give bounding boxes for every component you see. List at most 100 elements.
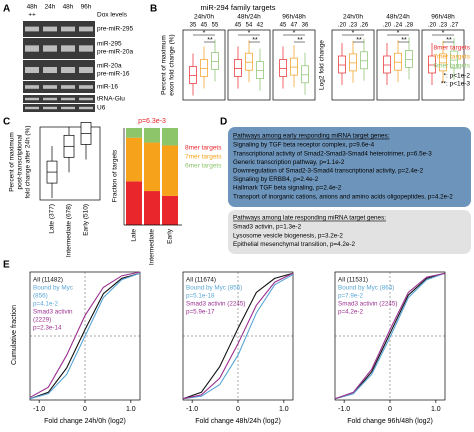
dox-label: Dox levels <box>97 12 128 19</box>
box <box>256 61 264 79</box>
value-label: .20 <box>383 23 392 29</box>
gel-band <box>79 106 93 110</box>
value-label: .23 <box>439 23 448 29</box>
legend-entry: 6mer targets <box>434 63 471 70</box>
x-tick-label: Intermediate <box>149 229 156 266</box>
cdf-line <box>182 272 294 400</box>
star: * <box>248 30 251 37</box>
cdf-line <box>182 274 294 400</box>
plot-frame <box>39 126 101 201</box>
box <box>428 55 436 74</box>
gel-band <box>61 67 75 73</box>
x-tick-label: -1.0 <box>338 406 350 413</box>
gel-band <box>25 106 39 110</box>
gel-band <box>61 106 75 110</box>
pathway-box <box>228 127 471 207</box>
gel-band <box>79 85 93 89</box>
star: * <box>352 30 355 37</box>
gel <box>23 60 95 80</box>
gel-band <box>79 26 93 32</box>
gel-band <box>43 45 57 52</box>
subplot-header: 48h/24h <box>237 14 261 21</box>
y-label: Fraction of targets <box>112 149 119 202</box>
legend-entry: (856) <box>33 293 48 300</box>
legend-entry: 6mer targets <box>185 163 222 170</box>
legend-entry: All (11482) <box>33 277 63 284</box>
title: miR-294 family targets <box>200 3 275 12</box>
bar-segment <box>126 181 142 225</box>
bar-segment <box>126 137 142 182</box>
value-label: 45 <box>201 23 208 29</box>
pathway: Transcriptional activity of Smad2-Smad3-… <box>233 150 432 157</box>
x-tick-label: 1.0 <box>279 406 289 413</box>
box <box>383 55 391 74</box>
value-label: 45 <box>235 23 242 29</box>
lane-header: 48h <box>27 4 38 11</box>
legend-entry: p=5.1e-18 <box>186 293 215 300</box>
legend-entry: p=4.1e-2 <box>33 301 59 308</box>
bar-segment <box>144 142 160 192</box>
lane-header: 24h <box>45 4 56 11</box>
legend-entry: p=2.3e-14 <box>33 325 62 332</box>
legend-entry: Smad3 activin <box>33 309 73 316</box>
x-tick-label: 1.0 <box>431 406 441 413</box>
star: ** <box>401 37 407 44</box>
panel-label: A <box>3 4 10 15</box>
gel-band <box>43 85 57 89</box>
gel-band <box>79 67 93 73</box>
subplot-header: 48h/24h <box>386 14 410 21</box>
subplot-frame <box>272 29 316 101</box>
gel-band <box>43 106 57 110</box>
subplot-header: 96h/48h <box>431 14 455 21</box>
band-label: U6 <box>97 105 106 112</box>
value-label: 54 <box>246 23 253 29</box>
pathway: Epithelial mesenchymal transition, p=4.2… <box>233 241 355 248</box>
box-title: Pathways among late responding miRNA tar… <box>233 215 386 222</box>
box <box>349 53 357 72</box>
legend-entry: Bound by Myc (864) <box>338 285 394 292</box>
legend-entry: 8mer targets <box>434 45 471 52</box>
box <box>200 59 208 77</box>
cdf-line <box>334 272 446 400</box>
panel-label: B <box>150 4 157 15</box>
subplot-frame <box>227 29 271 101</box>
box <box>211 52 219 70</box>
box <box>405 50 413 68</box>
legend-entry: p=7.9e-2 <box>338 293 364 300</box>
value-label: .28 <box>405 23 414 29</box>
pathway: Signaling by ERBB4, p=2.4e-2 <box>233 176 319 183</box>
bar-segment <box>162 128 178 146</box>
bar-segment <box>162 145 178 196</box>
subplot-frame <box>331 29 375 101</box>
band-label: miR-16 <box>97 84 118 91</box>
subplot-header: 24h/0h <box>194 14 214 21</box>
gel-band <box>25 45 39 52</box>
x-tick-label: Early <box>167 228 174 244</box>
gel-band <box>61 26 75 32</box>
band-label: pre-miR-20a <box>97 49 134 56</box>
box <box>338 55 346 74</box>
box <box>394 52 402 71</box>
subplot-header: 96h/48h <box>282 14 306 21</box>
gel-band <box>79 97 93 101</box>
gel <box>23 95 95 103</box>
gel <box>23 81 95 93</box>
star: * <box>442 30 445 37</box>
value-label: 55 <box>212 23 219 29</box>
band-label: tRNA-Glu <box>97 96 125 103</box>
box <box>234 59 242 77</box>
annotation: p=6.3e-3 <box>138 118 166 125</box>
legend-entry: Bound by Myc (856) <box>186 285 242 292</box>
x-label: Fold change 48h/24h (log2) <box>195 418 281 425</box>
legend-entry: 7mer targets <box>434 54 471 61</box>
value-label: 47 <box>291 23 298 29</box>
note: **: p<1e-3 <box>441 81 470 88</box>
pathway: Downregulation of Smad2-3-Smad4 transcri… <box>233 167 424 174</box>
gel-band <box>61 45 75 52</box>
gel-band <box>25 67 39 73</box>
pathway: Smad3 activin, p=1.3e-2 <box>233 224 302 231</box>
subplot-frame <box>182 29 226 101</box>
y-label: Cumulative fraction <box>11 305 18 365</box>
star: ** <box>297 37 303 44</box>
